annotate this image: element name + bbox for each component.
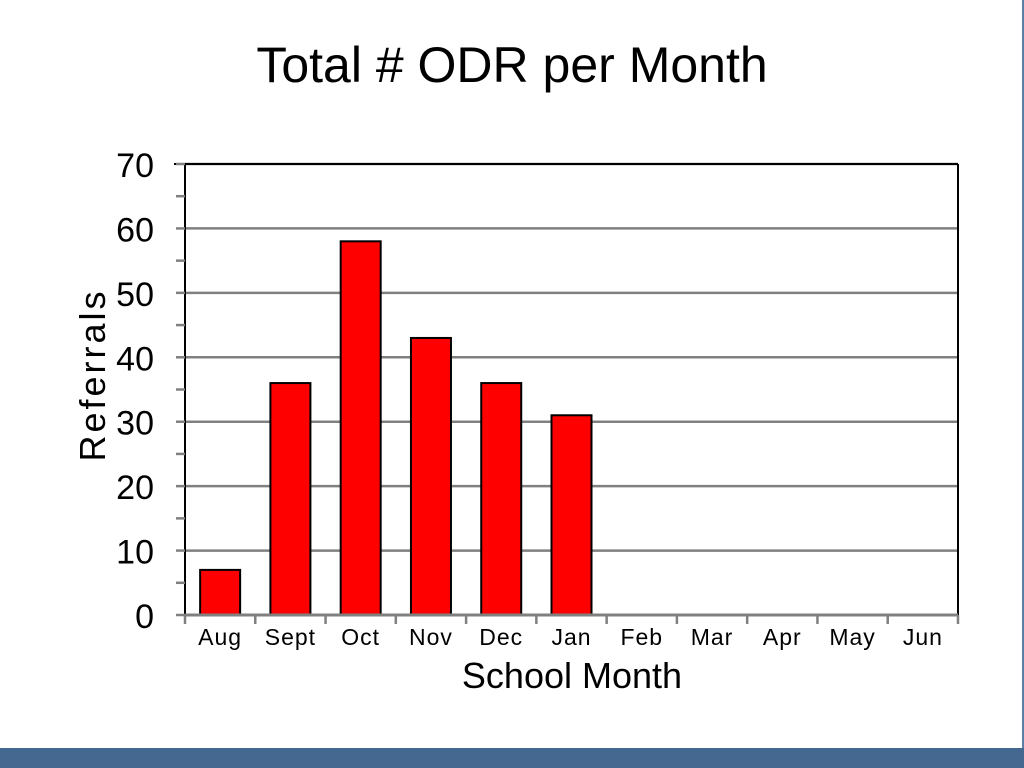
x-tick-label: Nov <box>409 624 453 650</box>
y-tick-label: 20 <box>116 469 154 507</box>
x-axis-title: School Month <box>462 655 682 696</box>
y-tick-label: 70 <box>116 147 154 185</box>
x-tick-label: Apr <box>763 624 802 650</box>
bar-nov <box>409 336 452 616</box>
x-tick-label: Aug <box>198 624 242 650</box>
x-tick-label: Feb <box>620 624 663 650</box>
slide-right-border <box>1022 0 1024 748</box>
axes <box>174 162 960 624</box>
footer-bar <box>0 748 1024 768</box>
chart-title: Total # ODR per Month <box>256 37 768 93</box>
x-tick-label: Dec <box>479 624 523 650</box>
y-tick-label: 30 <box>116 405 154 443</box>
y-tick-label: 50 <box>116 276 154 314</box>
y-tick-label: 10 <box>116 534 154 572</box>
bar-sept <box>269 382 312 616</box>
bar-dec <box>480 382 523 616</box>
y-tick-label: 40 <box>116 340 154 378</box>
y-tick-label: 0 <box>135 598 154 636</box>
y-axis-title: Referrals <box>72 288 113 461</box>
x-tick-label: May <box>829 624 875 650</box>
tick-labels: 0 10 20 30 40 50 60 70 Aug Sept Oct Nov Dec Jan Feb Mar… <box>116 147 943 650</box>
x-tick-label: Sept <box>265 624 316 650</box>
x-tick-label: Jun <box>903 624 943 650</box>
y-tick-label: 60 <box>116 211 154 249</box>
bar-jan <box>550 414 593 616</box>
x-tick-label: Oct <box>341 624 380 650</box>
x-tick-label: Mar <box>691 624 734 650</box>
bars <box>199 240 593 617</box>
x-tick-label: Jan <box>551 624 591 650</box>
bar-oct <box>339 240 382 616</box>
bar-aug <box>199 568 242 617</box>
